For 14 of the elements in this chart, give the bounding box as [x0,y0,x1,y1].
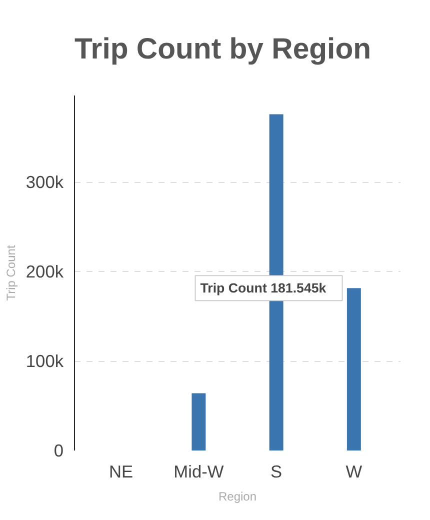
x-axis-title: Region [218,490,257,504]
y-axis-title: Trip Count [4,244,18,301]
x-tick-label: S [270,462,282,482]
y-tick-label: 300k [26,172,64,192]
x-tick-label: NE [109,462,134,482]
y-tick-label: 0 [54,440,64,460]
bar [346,288,361,450]
y-tick-label: 100k [26,351,64,372]
y-tick-label: 200k [26,262,64,282]
annotation: Trip Count 181.545k [200,280,327,296]
bar [192,393,206,450]
chart-title: Trip Count by Region [74,32,372,66]
x-tick-label: W [346,462,363,482]
x-tick-label: Mid-W [174,462,224,482]
